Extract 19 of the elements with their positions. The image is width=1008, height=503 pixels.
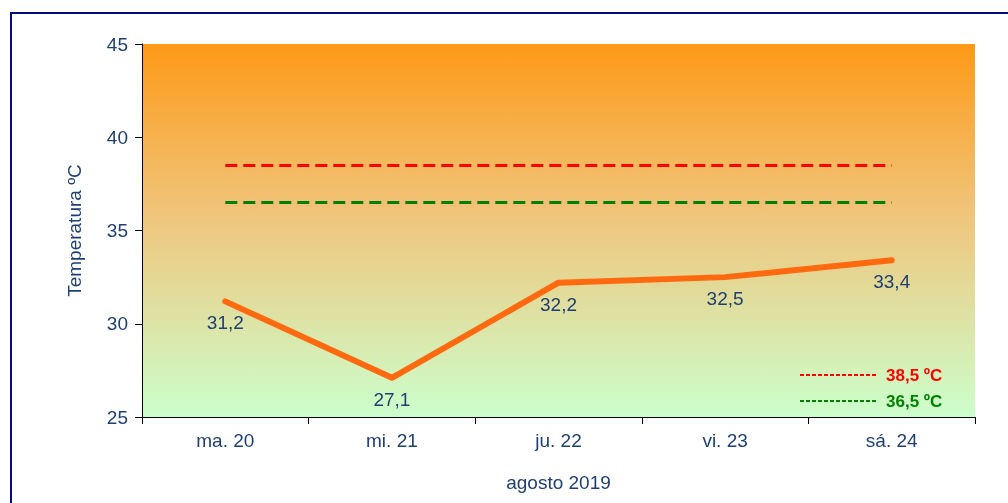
x-tick-label: vi. 23: [702, 430, 748, 451]
y-tick-label: 40: [106, 126, 128, 148]
x-tick-label: ju. 22: [534, 430, 582, 451]
data-label: 33,4: [873, 271, 911, 293]
legend-label: 38,5 ºC: [886, 365, 943, 385]
x-axis-title: agosto 2019: [506, 472, 611, 493]
data-label: 27,1: [373, 388, 411, 410]
x-tick-label: sá. 24: [865, 430, 919, 451]
x-tick-label: ma. 20: [196, 430, 255, 451]
y-tick-label: 45: [106, 33, 128, 55]
data-label: 32,2: [540, 293, 577, 315]
y-tick-label: 30: [106, 313, 128, 335]
data-label: 32,5: [706, 288, 744, 310]
legend-label: 36,5 ºC: [886, 391, 943, 411]
y-axis-title: Temperatura ºC: [64, 164, 85, 297]
y-tick-label: 25: [106, 406, 128, 428]
y-tick-label: 35: [106, 220, 128, 241]
data-label: 31,2: [206, 312, 244, 334]
x-tick-label: mi. 21: [366, 430, 418, 451]
